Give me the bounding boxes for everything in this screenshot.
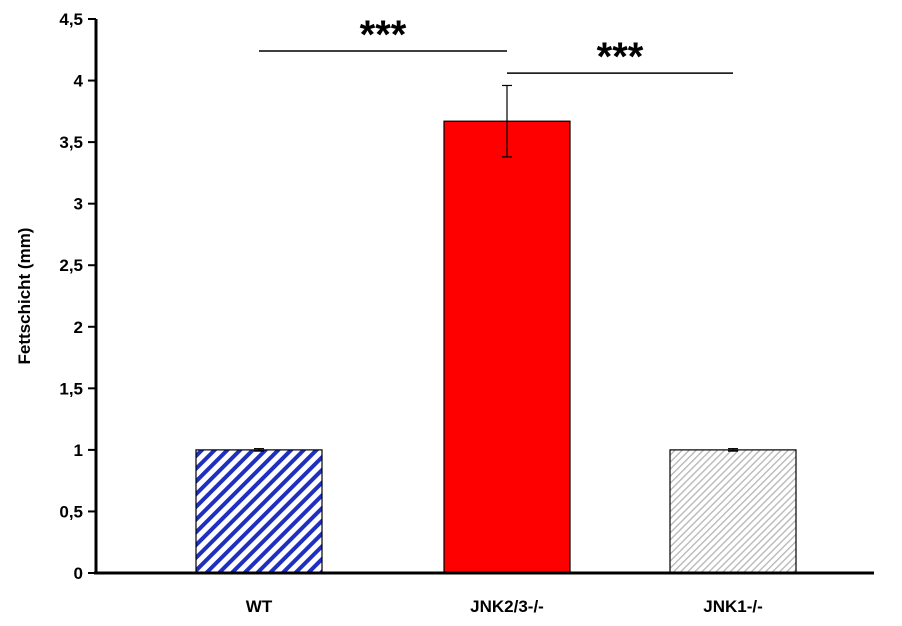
axes-layer: [94, 19, 874, 575]
x-labels-layer: WT JNK2/3-/- JNK1-/-: [246, 597, 763, 616]
y-tick-label: 3: [74, 195, 83, 214]
y-tick-label: 2,5: [59, 256, 83, 275]
significance-layer: *** ***: [259, 13, 733, 79]
y-tick-label: 2: [74, 318, 83, 337]
y-tick-label: 3,5: [59, 133, 83, 152]
y-tick-label: 0: [74, 564, 83, 583]
y-axis-title: Fettschicht (mm): [15, 228, 34, 365]
significance-label: ***: [597, 35, 644, 79]
bar-jnk1-: [669, 449, 797, 574]
y-ticks-layer: 0 0,5 1 1,5 2 2,5 3 3,5 4 4,5: [59, 10, 96, 583]
y-tick-label: 4: [74, 72, 84, 91]
y-tick-label: 1,5: [59, 379, 83, 398]
x-category-label: JNK2/3-/-: [470, 597, 544, 616]
x-category-label: JNK1-/-: [703, 597, 763, 616]
y-tick-label: 4,5: [59, 10, 83, 29]
y-tick-label: 1: [74, 441, 83, 460]
error-bars-layer: [254, 84, 738, 452]
bar-wt: [195, 449, 323, 574]
significance-label: ***: [360, 13, 407, 57]
x-category-label: WT: [246, 597, 273, 616]
bar-jnk2-3-: [443, 120, 571, 574]
y-tick-label: 0,5: [59, 502, 83, 521]
bars-layer: [195, 120, 797, 574]
